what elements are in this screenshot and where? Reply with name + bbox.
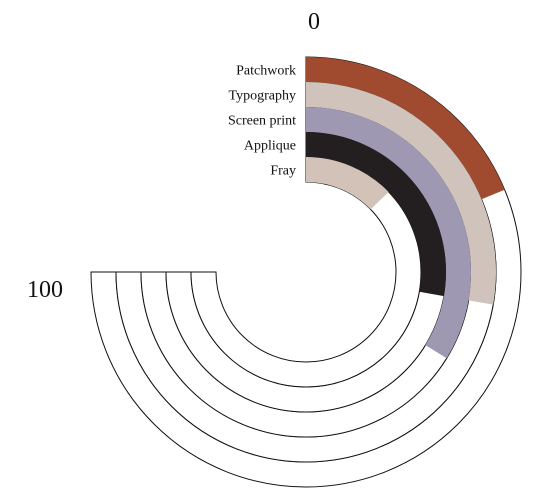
chart-labels: Patchwork Typography Screen print Applique F…: [228, 64, 296, 179]
bar-applique: [306, 132, 447, 297]
track-fray: [190, 156, 422, 388]
bar-fray: [306, 157, 389, 210]
axis-end-label: 100: [27, 277, 63, 303]
label-patchwork: Patchwork: [236, 64, 296, 79]
label-applique: Applique: [244, 139, 296, 154]
bar-screen-print: [306, 107, 472, 359]
axis-start-label: 0: [308, 9, 320, 35]
label-screen-print: Screen print: [228, 114, 296, 129]
bar-patchwork: [306, 57, 505, 200]
bar-typography: [306, 82, 496, 305]
chart-bars: [306, 57, 505, 359]
label-typography: Typography: [229, 89, 296, 104]
label-fray: Fray: [270, 164, 296, 179]
